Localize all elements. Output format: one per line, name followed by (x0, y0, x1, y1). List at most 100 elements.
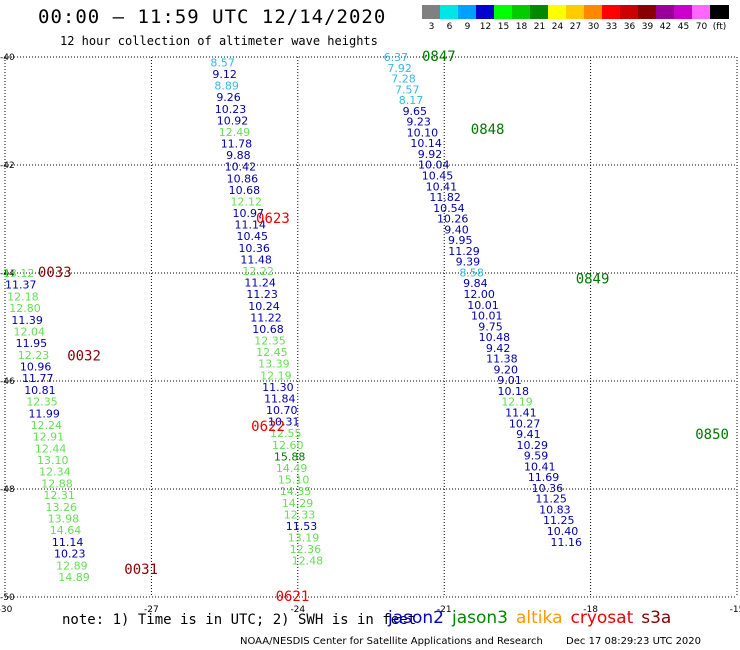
x-tick-label: -30 (0, 605, 13, 615)
swh-point: 11.30 (262, 381, 294, 394)
legend-s3a: s3a (641, 608, 672, 628)
colorbar-label: 12 (479, 22, 492, 32)
swh-point: 13.12 (3, 267, 35, 280)
swh-point: 8.58 (459, 266, 484, 279)
swh-point: 11.25 (535, 493, 567, 506)
swh-point: 10.29 (516, 439, 548, 452)
swh-point: 10.24 (248, 300, 280, 313)
swh-point: 8.89 (214, 80, 239, 93)
swh-point: 14.89 (58, 571, 90, 584)
swh-point: 10.23 (54, 548, 86, 561)
swh-point: 12.19 (501, 396, 533, 409)
swh-point: 11.41 (505, 407, 537, 420)
swh-point: 14.49 (276, 462, 308, 475)
swh-point: 9.95 (448, 234, 473, 247)
swh-point: 11.14 (52, 536, 84, 549)
x-tick-label: -27 (144, 605, 159, 615)
colorbar-swatch (476, 5, 495, 19)
legend-cryosat: cryosat (570, 608, 634, 628)
time-label: 0850 (695, 427, 729, 443)
swh-point: 7.28 (391, 73, 416, 86)
y-tick-label: -46 (0, 377, 15, 387)
y-tick-label: -42 (0, 161, 15, 171)
footer-org: NOAA/NESDIS Center for Satellite Applica… (240, 636, 543, 647)
swh-point: 11.39 (11, 314, 43, 327)
swh-point: 10.48 (479, 331, 511, 344)
satellite-legend: jason2 jason3 altika cryosat s3a (388, 608, 679, 628)
swh-point: 9.20 (493, 363, 518, 376)
swh-point: 10.01 (471, 310, 503, 323)
time-label: 0621 (276, 589, 310, 605)
time-labels: 0847 0848 0849 0850 0623 0622 0621 0033 0032 0031 (38, 49, 729, 605)
swh-point: 6.37 (384, 51, 409, 64)
swh-point: 12.35 (26, 396, 58, 409)
colorbar-label: 30 (587, 22, 600, 32)
swh-point: 12.24 (31, 419, 63, 432)
colorbar-label: 24 (551, 22, 564, 32)
colorbar-swatch (656, 5, 675, 19)
swh-point: 11.38 (486, 353, 518, 366)
swh-point: 9.39 (456, 256, 481, 269)
swh-point: 11.99 (28, 407, 60, 420)
swh-point: 10.54 (433, 202, 465, 215)
swh-point: 10.45 (236, 230, 268, 243)
colorbar-label: 18 (515, 22, 528, 32)
swh-point: 12.80 (9, 302, 41, 315)
colorbar-label: 36 (623, 22, 636, 32)
swh-point: 12.36 (290, 543, 322, 556)
colorbar-swatch (620, 5, 639, 19)
swh-point: 11.16 (551, 536, 583, 549)
swh-point: 10.14 (410, 137, 442, 150)
swh-point: 11.78 (221, 138, 253, 151)
swh-point: 7.92 (387, 62, 412, 75)
swh-point: 11.22 (250, 311, 282, 324)
swh-point: 12.35 (254, 335, 286, 348)
swh-point: 13.10 (37, 454, 69, 467)
swh-point: 12.23 (18, 349, 50, 362)
colorbar-label: 42 (659, 22, 672, 32)
swh-point: 12.00 (463, 288, 495, 301)
colorbar-label: 45 (677, 22, 690, 32)
swh-point: 10.36 (532, 482, 564, 495)
swh-point: 12.19 (260, 369, 292, 382)
plot-grid (4, 56, 738, 598)
chart-title: 00:00 – 11:59 UTC 12/14/2020 (38, 6, 387, 28)
footer: NOAA/NESDIS Center for Satellite Applica… (240, 636, 721, 647)
swh-point: 12.44 (35, 442, 67, 455)
swh-point: 13.19 (288, 532, 320, 545)
footer-timestamp: Dec 17 08:29:23 UTC 2020 (566, 636, 702, 647)
swh-point: 13.39 (258, 358, 290, 371)
time-label: 0623 (256, 211, 290, 227)
colorbar-label: 3 (428, 22, 435, 32)
swh-point: 13.26 (45, 501, 77, 514)
swh-point: 12.48 (292, 555, 324, 568)
y-tick-label: -48 (0, 485, 15, 495)
colorbar-label: 27 (569, 22, 582, 32)
colorbar-label: 15 (497, 22, 510, 32)
colorbar-swatch (674, 5, 693, 19)
wave-height-points: 13.1211.3712.1812.8011.3912.0411.9512.23… (3, 51, 582, 584)
swh-point: 12.91 (33, 431, 65, 444)
swh-point: 11.23 (246, 288, 278, 301)
x-tick-label: -24 (290, 605, 305, 615)
colorbar-label: 6 (446, 22, 453, 32)
swh-point: 12.55 (270, 427, 302, 440)
swh-point: 10.04 (418, 159, 450, 172)
swh-point: 9.75 (478, 320, 503, 333)
swh-point: 7.57 (395, 83, 420, 96)
swh-point: 9.26 (216, 91, 241, 104)
swh-point: 10.18 (498, 385, 530, 398)
swh-point: 15.10 (278, 474, 310, 487)
swh-point: 10.26 (437, 213, 469, 226)
y-tick-label: -40 (0, 53, 15, 63)
colorbar-swatch (440, 5, 459, 19)
colorbar-swatch (494, 5, 513, 19)
swh-point: 9.23 (406, 116, 431, 129)
swh-point: 12.89 (56, 559, 88, 572)
swh-point: 10.36 (238, 242, 270, 255)
colorbar-swatch (638, 5, 657, 19)
colorbar-swatch (512, 5, 531, 19)
swh-point: 13.98 (48, 513, 80, 526)
colorbar-swatch (692, 5, 711, 19)
swh-point: 8.57 (210, 56, 235, 69)
